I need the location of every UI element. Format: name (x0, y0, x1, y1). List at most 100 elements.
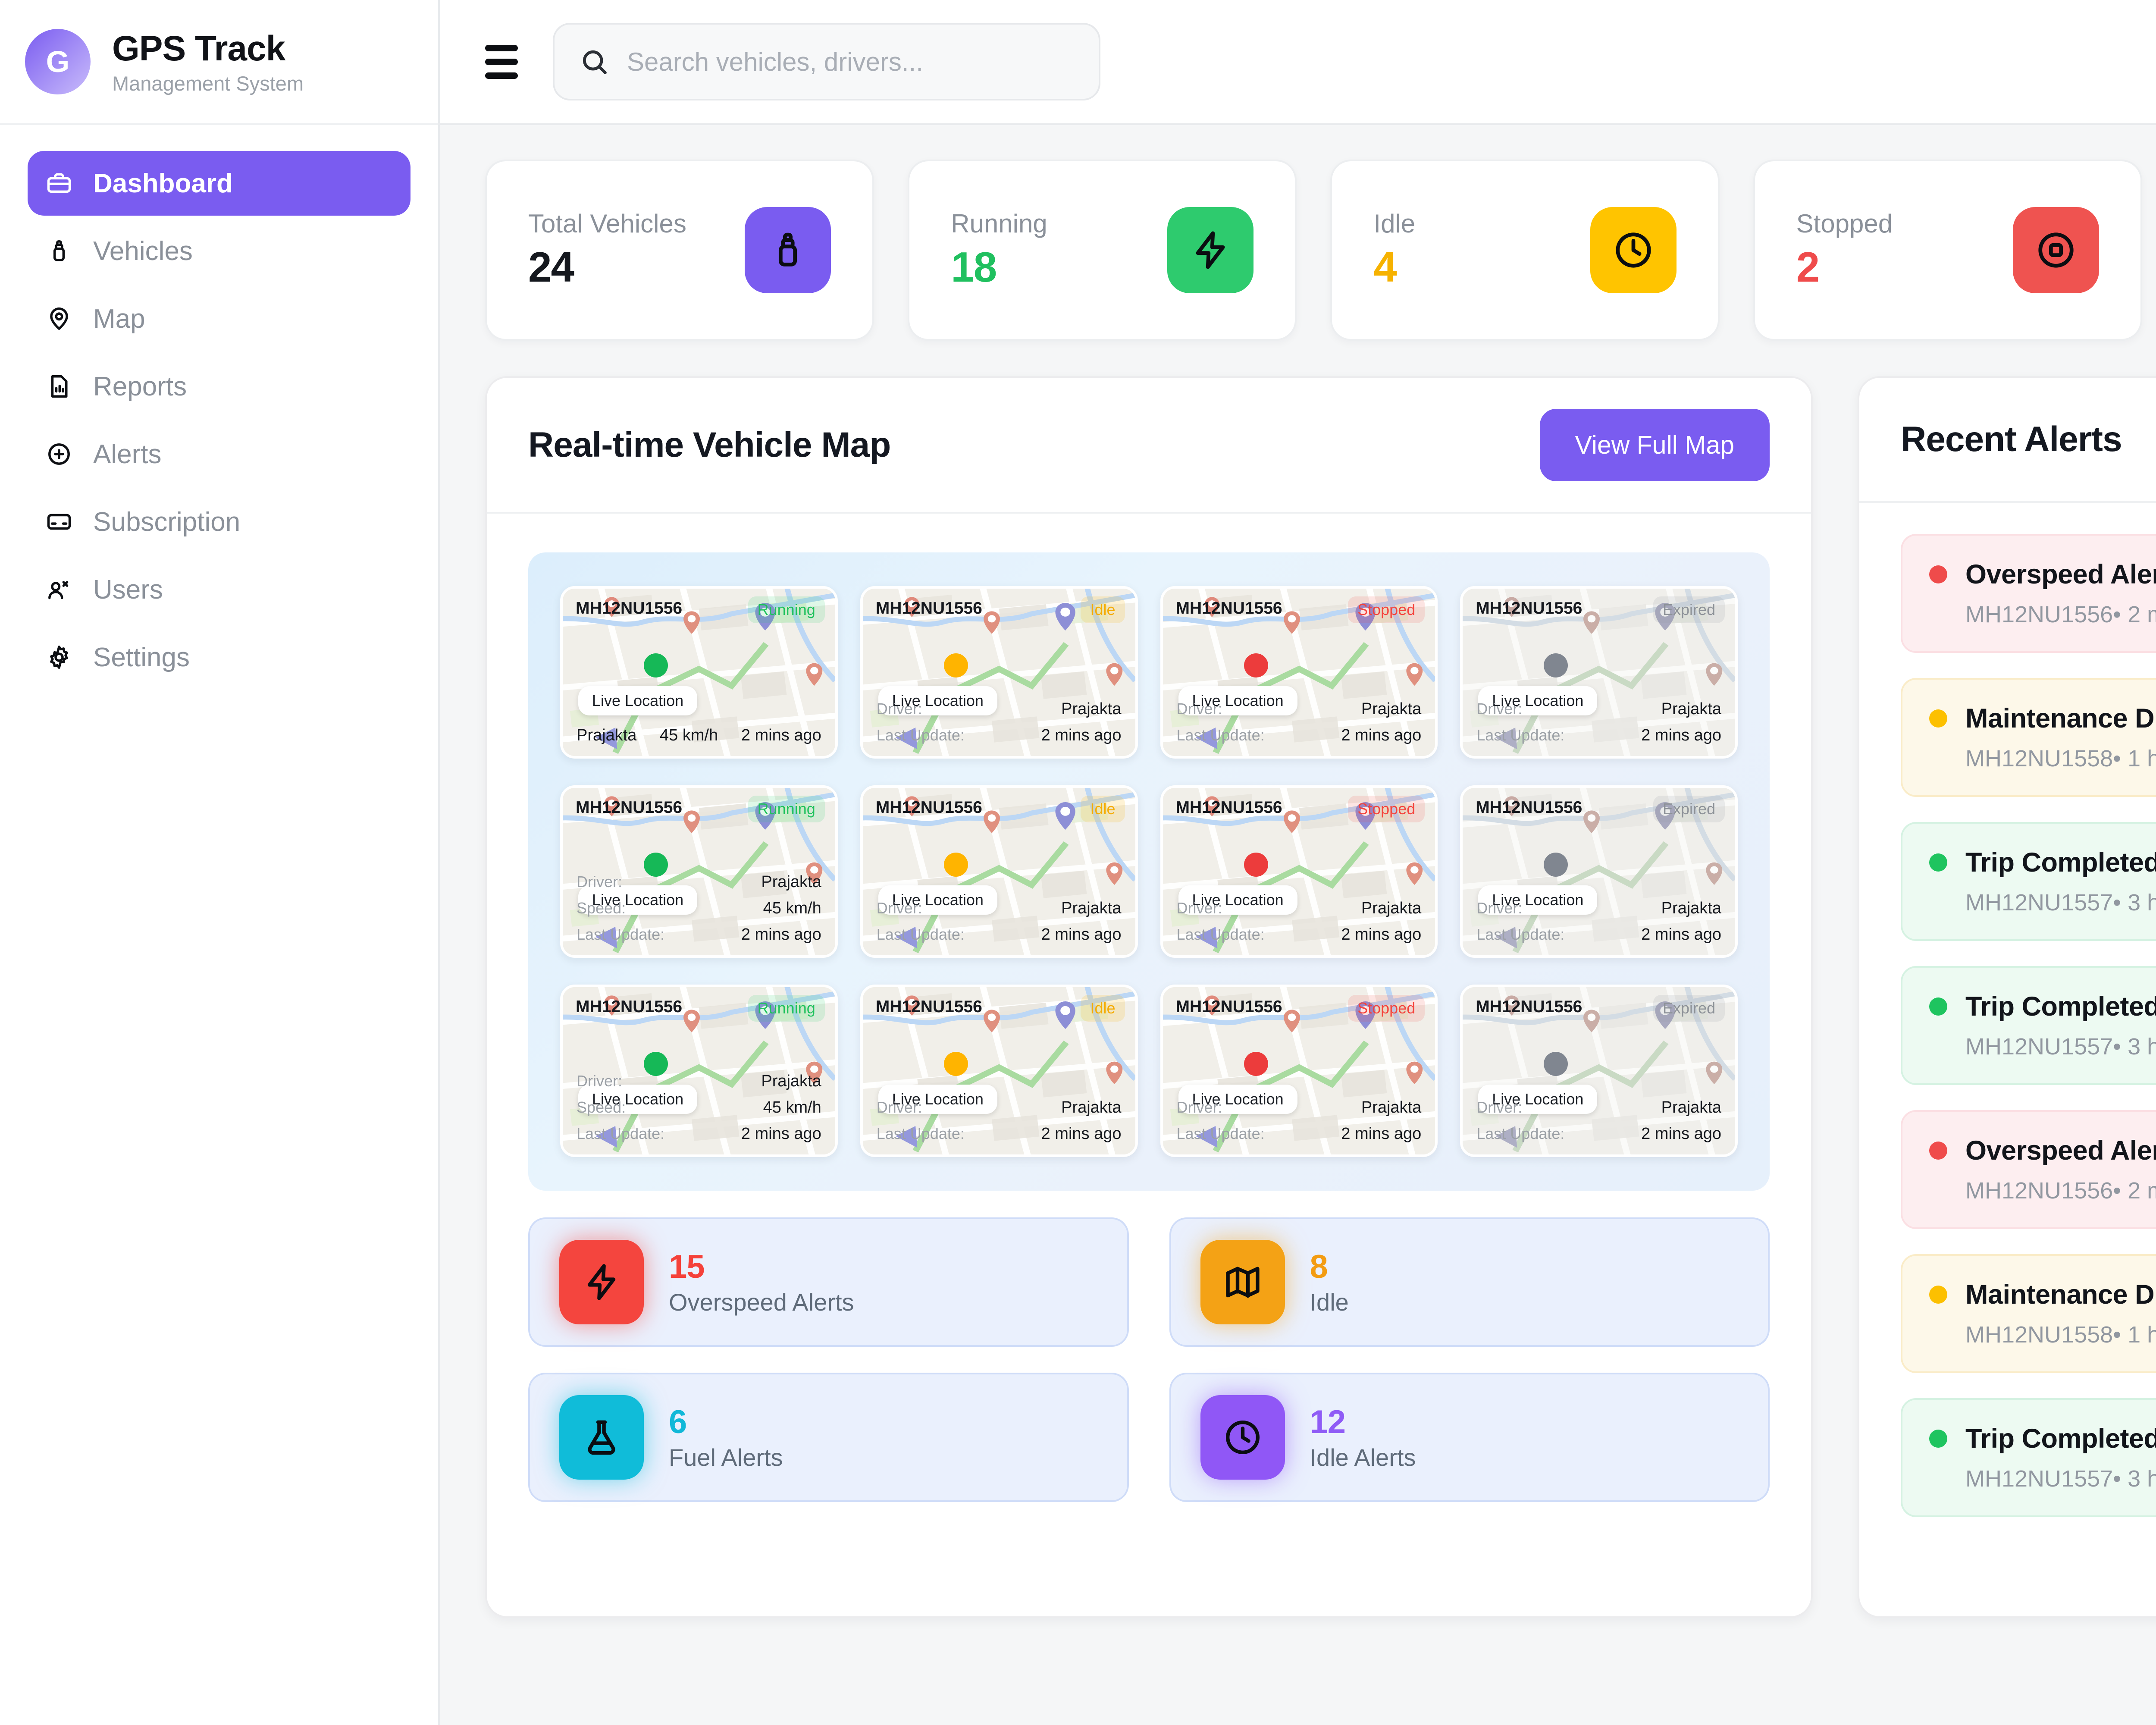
vehicle-position-dot (943, 853, 968, 877)
map-panel-body: MH12NU1556 Running Live Location Prajakta 45… (487, 514, 1811, 1191)
flask-icon (559, 1395, 644, 1480)
alert-status-dot (1929, 1286, 1947, 1304)
vehicle-card[interactable]: MH12NU1556 Idle Live Location Driver: Prajak… (860, 985, 1138, 1157)
vehicle-status-badge: Idle (1081, 995, 1125, 1022)
vehicle-card[interactable]: MH12NU1556 Stopped Live Location Driver: Pra… (1160, 985, 1438, 1157)
search-input[interactable] (627, 47, 1074, 77)
sidebar-item-users[interactable]: Users (28, 557, 411, 622)
sidebar-item-subscription[interactable]: Subscription (28, 489, 411, 554)
alert-tile-idle[interactable]: 8 Idle (1169, 1217, 1770, 1347)
view-full-map-button[interactable]: View Full Map (1539, 408, 1770, 481)
last-update-label: Last Update: (1176, 1125, 1265, 1142)
vehicle-status-badge: Running (748, 796, 825, 822)
driver-label: Driver: (1176, 700, 1222, 718)
stat-card-stopped[interactable]: Stopped 2 (1753, 160, 2142, 341)
alert-tile-fuel-alerts[interactable]: 6 Fuel Alerts (528, 1373, 1129, 1502)
lightning-icon (1167, 207, 1254, 293)
sidebar-item-dashboard[interactable]: Dashboard (28, 151, 411, 216)
driver-label: Driver: (876, 899, 922, 917)
stat-label: Running (951, 209, 1047, 238)
vehicle-card[interactable]: MH12NU1556 Running Live Location Prajakta 45… (560, 586, 838, 759)
vehicle-driver: Prajakta (761, 1072, 821, 1090)
alert-list-item[interactable]: Trip Completed MH12NU1557• 3 hours ago (1901, 1398, 2156, 1517)
live-location-pill: Live Location (1178, 1085, 1297, 1114)
sidebar-item-reports[interactable]: Reports (28, 354, 411, 419)
vehicle-status-badge: Expired (1653, 995, 1725, 1022)
vehicle-position-dot (1544, 1052, 1568, 1076)
brand-subtitle: Management System (112, 72, 304, 95)
hamburger-icon[interactable] (485, 42, 524, 81)
vehicle-plate: MH12NU1556 (1476, 599, 1583, 618)
vehicle-card[interactable]: MH12NU1556 Stopped Live Location Driver: Pra… (1160, 586, 1438, 759)
alert-list-item[interactable]: Overspeed Alert MH12NU1556• 2 mins ago (1901, 1110, 2156, 1229)
vehicle-driver: Prajakta (761, 873, 821, 891)
alert-name: Trip Completed (1965, 991, 2156, 1022)
alert-list-item[interactable]: Overspeed Alert MH12NU1556• 2 mins ago (1901, 534, 2156, 653)
alert-meta: MH12NU1556• 2 mins ago (1965, 602, 2156, 627)
vehicle-card-footer: Driver: Prajakta Last Update: 2 mins ago (863, 1091, 1135, 1154)
users-icon (46, 576, 72, 603)
vehicle-status-badge: Expired (1653, 796, 1725, 822)
alert-list-item[interactable]: Trip Completed MH12NU1557• 3 hours ago (1901, 822, 2156, 941)
vehicle-card[interactable]: MH12NU1556 Expired Live Location Driver: Pra… (1460, 586, 1738, 759)
vehicle-plate: MH12NU1556 (875, 997, 982, 1016)
vehicle-last-update: 2 mins ago (741, 726, 821, 744)
alert-list-item[interactable]: Maintenance Due MH12NU1558• 1 hour ago (1901, 1254, 2156, 1373)
alert-list-item[interactable]: Maintenance Due MH12NU1558• 1 hour ago (1901, 678, 2156, 797)
search-icon (580, 47, 609, 76)
vehicle-card[interactable]: MH12NU1556 Running Live Location Driver: Pra… (560, 985, 838, 1157)
alert-tile-label: Idle Alerts (1310, 1444, 1416, 1471)
vehicle-card[interactable]: MH12NU1556 Expired Live Location Driver: Pra… (1460, 985, 1738, 1157)
stat-card-running[interactable]: Running 18 (908, 160, 1297, 341)
sidebar-item-vehicles[interactable]: Vehicles (28, 219, 411, 283)
vehicle-card-footer: Driver: Prajakta Last Update: 2 mins ago (1163, 891, 1435, 955)
vehicle-card[interactable]: MH12NU1556 Expired Live Location Driver: Pra… (1460, 785, 1738, 958)
vehicle-icon (745, 207, 831, 293)
alert-tile-label: Overspeed Alerts (669, 1289, 854, 1316)
sidebar-item-settings[interactable]: Settings (28, 625, 411, 690)
vehicle-card-footer: Driver: Prajakta Last Update: 2 mins ago (863, 891, 1135, 955)
stat-card-total-vehicles[interactable]: Total Vehicles 24 (485, 160, 874, 341)
vehicle-card[interactable]: MH12NU1556 Stopped Live Location Driver: Pra… (1160, 785, 1438, 958)
search-box[interactable] (553, 23, 1100, 100)
brand: G GPS Track Management System (0, 0, 438, 125)
alert-tile-idle-alerts[interactable]: 12 Idle Alerts (1169, 1373, 1770, 1502)
alert-tile-overspeed-alerts[interactable]: 15 Overspeed Alerts (528, 1217, 1129, 1347)
vehicle-plate: MH12NU1556 (1175, 997, 1282, 1016)
vehicle-position-dot (644, 1052, 668, 1076)
live-location-pill: Live Location (878, 1085, 997, 1114)
stat-card-idle[interactable]: Idle 4 (1330, 160, 1720, 341)
vehicle-card[interactable]: MH12NU1556 Idle Live Location Driver: Prajak… (860, 785, 1138, 958)
vehicle-status-badge: Expired (1653, 596, 1725, 623)
stat-value: 24 (528, 243, 574, 291)
last-update-label: Last Update: (876, 925, 965, 943)
vehicle-driver: Prajakta (1661, 899, 1721, 917)
sidebar-item-label: Map (93, 304, 145, 334)
vehicle-speed: 45 km/h (763, 1098, 821, 1117)
vehicle-map-thumbnail (563, 788, 835, 955)
sidebar-item-map[interactable]: Map (28, 286, 411, 351)
vehicle-card[interactable]: MH12NU1556 Idle Live Location Driver: Prajak… (860, 586, 1138, 759)
sidebar-item-alerts[interactable]: Alerts (28, 422, 411, 486)
alert-tiles-grid: 15 Overspeed Alerts 8 Idle 6 Fuel Alerts 12 Idl… (487, 1191, 1811, 1543)
stat-cards-row: Total Vehicles24Running18Idle4Stopped2Ex… (485, 160, 2156, 341)
vehicle-last-update: 2 mins ago (1341, 726, 1422, 744)
alert-meta: MH12NU1557• 3 hours ago (1965, 1466, 2156, 1492)
alert-status-dot (1929, 565, 1947, 583)
vehicle-map-thumbnail (862, 987, 1135, 1154)
vehicle-card[interactable]: MH12NU1556 Running Live Location Driver: Pra… (560, 785, 838, 958)
alert-meta: MH12NU1556• 2 mins ago (1965, 1178, 2156, 1204)
vehicle-icon (46, 238, 72, 264)
vehicle-card-footer: Driver: Prajakta Last Update: 2 mins ago (1163, 1091, 1435, 1154)
vehicle-card-footer: Driver: Prajakta Last Update: 2 mins ago (1463, 1091, 1735, 1154)
vehicle-position-dot (1544, 853, 1568, 877)
vehicle-plate: MH12NU1556 (1175, 599, 1282, 618)
alert-tile-count: 8 (1310, 1248, 1328, 1285)
vehicle-position-dot (644, 653, 668, 677)
stat-label: Idle (1373, 209, 1416, 238)
alert-status-dot (1929, 997, 1947, 1016)
alert-name: Overspeed Alert (1965, 559, 2156, 590)
vehicle-position-dot (1244, 853, 1268, 877)
alert-list-item[interactable]: Trip Completed MH12NU1557• 3 hours ago (1901, 966, 2156, 1085)
vehicle-last-update: 2 mins ago (1041, 726, 1122, 744)
